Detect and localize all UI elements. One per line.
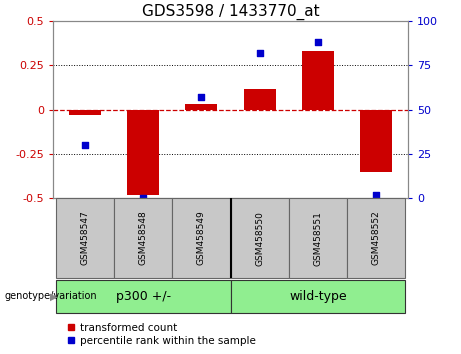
- Bar: [230, 198, 289, 278]
- Bar: [56, 198, 114, 278]
- Point: [256, 50, 263, 56]
- Bar: [56, 280, 230, 313]
- Text: GSM458547: GSM458547: [81, 211, 89, 266]
- Bar: [69, 110, 101, 115]
- Bar: [302, 51, 334, 110]
- Point: [81, 142, 89, 148]
- Text: GSM458549: GSM458549: [197, 211, 206, 266]
- Title: GDS3598 / 1433770_at: GDS3598 / 1433770_at: [142, 4, 319, 20]
- Bar: [230, 280, 405, 313]
- Bar: [185, 104, 218, 110]
- Text: GSM458551: GSM458551: [313, 211, 322, 266]
- Bar: [289, 198, 347, 278]
- Text: wild-type: wild-type: [289, 290, 347, 303]
- Bar: [114, 198, 172, 278]
- Point: [314, 40, 321, 45]
- Text: p300 +/-: p300 +/-: [116, 290, 171, 303]
- Bar: [347, 198, 405, 278]
- Text: GSM458552: GSM458552: [372, 211, 380, 266]
- Text: genotype/variation: genotype/variation: [5, 291, 97, 302]
- Legend: transformed count, percentile rank within the sample: transformed count, percentile rank withi…: [62, 319, 260, 350]
- Bar: [243, 88, 276, 110]
- Text: GSM458548: GSM458548: [139, 211, 148, 266]
- Point: [140, 195, 147, 201]
- Text: ▶: ▶: [50, 291, 57, 302]
- Bar: [127, 110, 159, 195]
- Bar: [360, 110, 392, 172]
- Point: [372, 192, 380, 198]
- Bar: [172, 198, 230, 278]
- Text: GSM458550: GSM458550: [255, 211, 264, 266]
- Point: [198, 95, 205, 100]
